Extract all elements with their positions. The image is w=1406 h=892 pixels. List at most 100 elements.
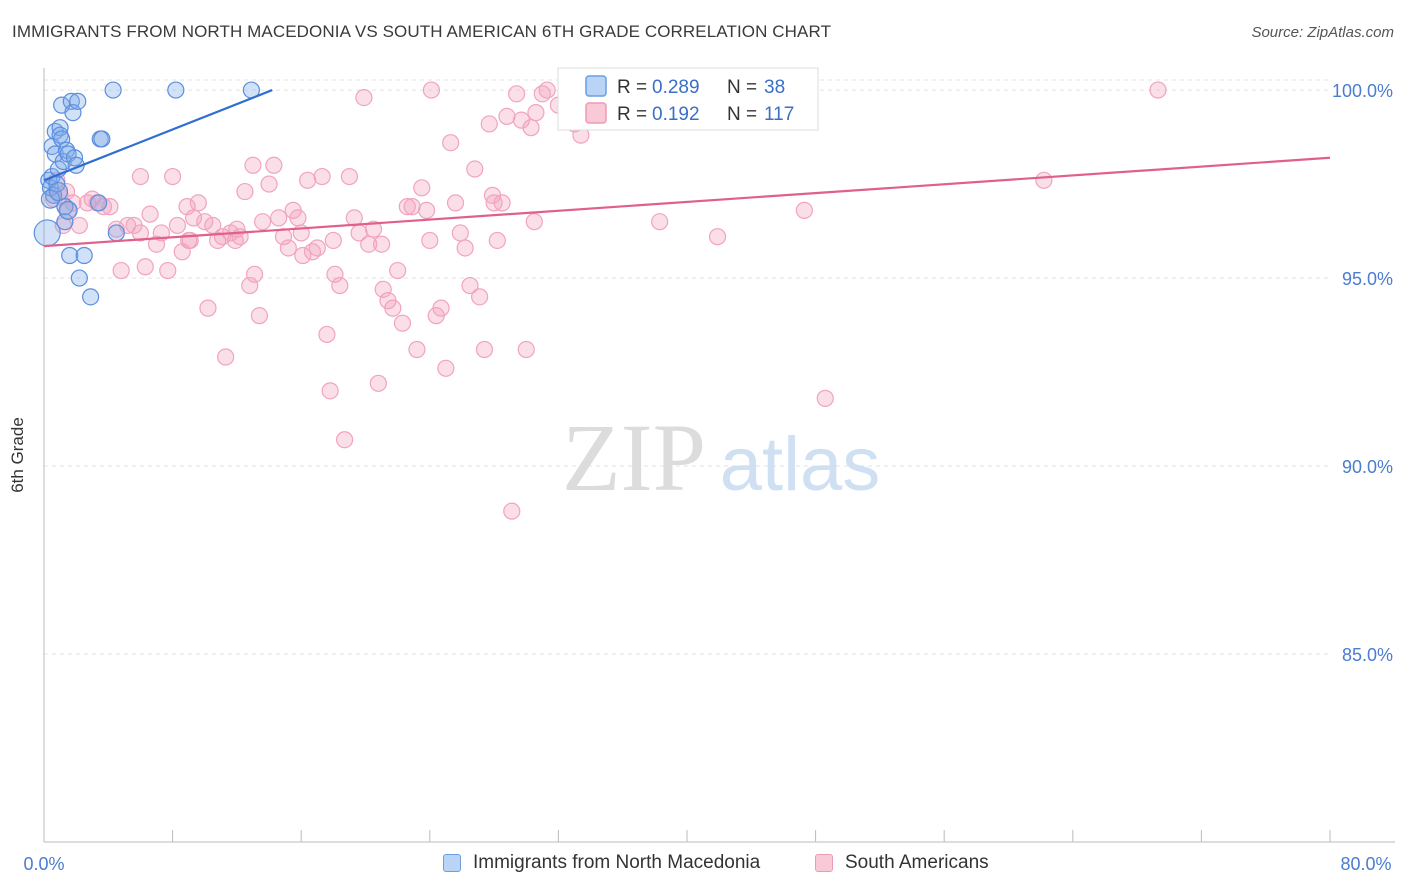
point-south-american [299, 171, 317, 189]
point-south-american [1149, 81, 1167, 99]
point-north-macedonia [56, 213, 74, 231]
point-north-macedonia [104, 81, 122, 99]
point-south-american [308, 239, 326, 257]
point-south-american [1035, 171, 1053, 189]
point-south-american [107, 220, 125, 238]
point-south-american [326, 265, 344, 283]
legend-swatch-blue [443, 854, 461, 872]
point-north-macedonia [61, 246, 79, 265]
chart-title: IMMIGRANTS FROM NORTH MACEDONIA VS SOUTH… [12, 22, 832, 41]
source-label: Source: ZipAtlas.com [1251, 24, 1394, 41]
point-south-american [508, 85, 526, 103]
point-south-american [488, 231, 506, 250]
point-south-american [141, 205, 159, 223]
point-south-american [294, 246, 312, 265]
point-north-macedonia [93, 130, 111, 148]
y-tick-label: 85.0% [1342, 645, 1393, 665]
point-south-american [475, 340, 494, 359]
point-north-macedonia [53, 130, 71, 148]
point-south-american [795, 201, 813, 219]
point-north-macedonia [82, 288, 100, 306]
point-south-american [498, 107, 516, 125]
point-north-macedonia [58, 200, 78, 220]
point-south-american [398, 198, 416, 216]
y-tick-labels: 85.0% 90.0% 95.0% 100.0% [1332, 81, 1393, 665]
axes [43, 68, 1395, 843]
legend-item-north-macedonia[interactable]: Immigrants from North Macedonia [443, 852, 760, 874]
x-tick-label-min: 0.0% [23, 854, 64, 874]
legend-r-value: 0.289 [652, 77, 700, 98]
point-north-macedonia [40, 189, 61, 209]
point-south-american [336, 431, 354, 449]
point-south-american [708, 228, 727, 246]
watermark-atlas: atlas [720, 422, 881, 507]
point-north-macedonia [70, 269, 88, 287]
point-south-american [236, 182, 254, 201]
legend-item-south-americans[interactable]: South Americans [815, 852, 989, 874]
trendline-north-macedonia [43, 89, 273, 182]
point-south-american [254, 213, 272, 231]
point-south-american [446, 194, 465, 212]
point-south-american [136, 258, 154, 276]
point-south-american [265, 156, 283, 174]
point-south-american [437, 359, 455, 377]
point-south-american [393, 314, 412, 332]
gridlines [44, 79, 1330, 655]
point-south-american [525, 213, 543, 231]
point-south-american [417, 201, 436, 219]
y-tick-label: 95.0% [1342, 269, 1393, 289]
legend-n-label: N = [727, 77, 757, 98]
point-south-american [131, 224, 150, 242]
point-south-american [372, 235, 391, 253]
point-south-american [456, 239, 474, 257]
point-north-macedonia [33, 219, 61, 247]
point-south-american [480, 115, 498, 133]
legend-swatch [585, 102, 607, 124]
point-south-american [270, 209, 288, 227]
point-north-macedonia [107, 224, 125, 242]
point-south-american [189, 194, 207, 212]
point-north-macedonia [64, 104, 82, 122]
point-south-american [442, 134, 460, 152]
point-south-american [408, 340, 426, 359]
point-south-american [245, 265, 264, 283]
point-south-american [538, 81, 556, 99]
point-south-american [369, 374, 387, 392]
x-tick-labels: 0.0% 80.0% [23, 854, 1391, 874]
legend-n-label: N = [727, 104, 757, 125]
point-south-american [196, 213, 214, 231]
point-south-american [403, 198, 421, 216]
point-south-american [289, 209, 307, 227]
point-south-american [131, 167, 150, 186]
stats-legend: R = 0.289 N = 38 R = 0.192 N = 117 [557, 67, 819, 131]
trendline-south-americans [43, 156, 1331, 248]
legend-label-north-macedonia: Immigrants from North Macedonia [473, 852, 761, 873]
legend-r-label: R = [617, 77, 647, 98]
point-south-american [485, 194, 503, 212]
point-south-american [421, 231, 439, 250]
point-south-american [217, 348, 235, 366]
point-south-american [318, 325, 336, 344]
point-south-american [517, 340, 535, 359]
point-south-american [471, 288, 489, 306]
point-south-american [340, 167, 359, 186]
legend-swatch [585, 75, 607, 97]
point-south-american [70, 216, 88, 235]
point-south-american [244, 156, 262, 174]
point-south-american [324, 231, 342, 250]
watermark: ZIP atlas [562, 404, 880, 511]
point-south-american [527, 104, 545, 122]
point-south-american [384, 299, 402, 317]
point-south-american [451, 224, 469, 242]
point-south-american [651, 213, 669, 231]
point-south-american [461, 276, 479, 295]
point-south-american [331, 276, 349, 295]
x-tick-label-max: 80.0% [1340, 854, 1391, 874]
point-south-american [147, 235, 166, 253]
point-south-american [466, 160, 484, 178]
point-south-american [816, 389, 834, 407]
point-south-american [199, 299, 217, 317]
point-north-macedonia [48, 181, 69, 202]
watermark-zip: ZIP [562, 404, 706, 511]
